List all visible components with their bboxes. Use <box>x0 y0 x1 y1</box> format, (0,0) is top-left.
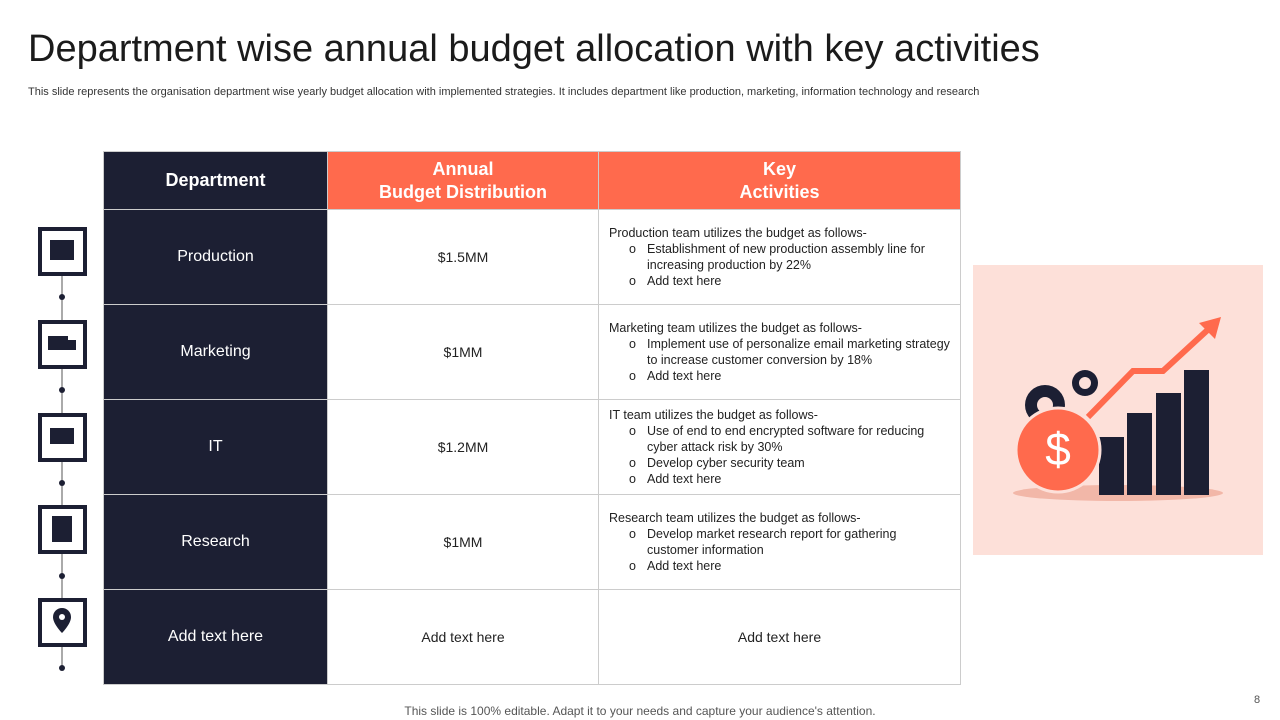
activity-bullet: Develop market research report for gathe… <box>629 526 950 558</box>
activity-bullet: Develop cyber security team <box>629 455 950 471</box>
header-line: Activities <box>739 181 820 202</box>
header-line: Department <box>165 170 266 190</box>
department-cell: Marketing <box>103 304 328 400</box>
subtitle: This slide represents the organisation d… <box>28 86 980 98</box>
header-cell: Department <box>103 151 328 210</box>
header-cell: Key Activities <box>598 151 961 210</box>
budget-cell: $1MM <box>327 494 599 590</box>
activity-bullet: Add text here <box>629 368 950 384</box>
activities-cell: Production team utilizes the budget as f… <box>598 209 961 305</box>
activities-list: Establishment of new production assembly… <box>609 241 950 289</box>
department-cell: IT <box>103 399 328 495</box>
svg-text:$: $ <box>1045 423 1071 475</box>
activities-intro: Research team utilizes the budget as fol… <box>609 511 861 525</box>
budget-cell: $1.5MM <box>327 209 599 305</box>
activities-list: Implement use of personalize email marke… <box>609 336 950 384</box>
activities-intro: Production team utilizes the budget as f… <box>609 226 867 240</box>
activities-intro: IT team utilizes the budget as follows- <box>609 408 818 422</box>
icon-timeline <box>38 227 87 671</box>
activity-bullet: Add text here <box>629 471 950 487</box>
activity-bullet: Add text here <box>629 558 950 574</box>
activity-bullet: Implement use of personalize email marke… <box>629 336 950 368</box>
illustration: $ <box>973 265 1263 555</box>
activity-bullet: Establishment of new production assembly… <box>629 241 950 273</box>
page-number: 8 <box>1254 694 1261 706</box>
department-cell: Add text here <box>103 589 328 685</box>
table-row: Add text here Add text here Add text here <box>103 589 961 685</box>
header-cell: Annual Budget Distribution <box>327 151 599 210</box>
table-row: IT $1.2MM IT team utilizes the budget as f… <box>103 399 961 495</box>
table-row: Marketing $1MM Marketing team utilizes the… <box>103 304 961 400</box>
activities-list: Use of end to end encrypted software for… <box>609 423 950 487</box>
table-row: Research $1MM Research team utilizes the b… <box>103 494 961 590</box>
activities-cell: Research team utilizes the budget as fol… <box>598 494 961 590</box>
activities-cell: IT team utilizes the budget as follows-U… <box>598 399 961 495</box>
activities-cell: Add text here <box>598 589 961 685</box>
department-cell: Production <box>103 209 328 305</box>
activity-bullet: Use of end to end encrypted software for… <box>629 423 950 455</box>
activities-cell: Marketing team utilizes the budget as fo… <box>598 304 961 400</box>
header-line: Key <box>762 158 797 179</box>
budget-cell: $1MM <box>327 304 599 400</box>
activities-list: Develop market research report for gathe… <box>609 526 950 574</box>
budget-cell: $1.2MM <box>327 399 599 495</box>
header-line: Budget Distribution <box>379 181 547 202</box>
activity-bullet: Add text here <box>629 273 950 289</box>
department-cell: Research <box>103 494 328 590</box>
footer: This slide is 100% editable. Adapt it to… <box>404 704 876 718</box>
budget-cell: Add text here <box>327 589 599 685</box>
budget-table: Department Annual Budget Distribution Key Ac… <box>103 151 961 685</box>
title: Department wise annual budget allocation… <box>28 28 1040 70</box>
header-line: Annual <box>432 158 494 179</box>
table-row: Production $1.5MM Production team utilizes… <box>103 209 961 305</box>
activities-intro: Marketing team utilizes the budget as fo… <box>609 321 862 335</box>
